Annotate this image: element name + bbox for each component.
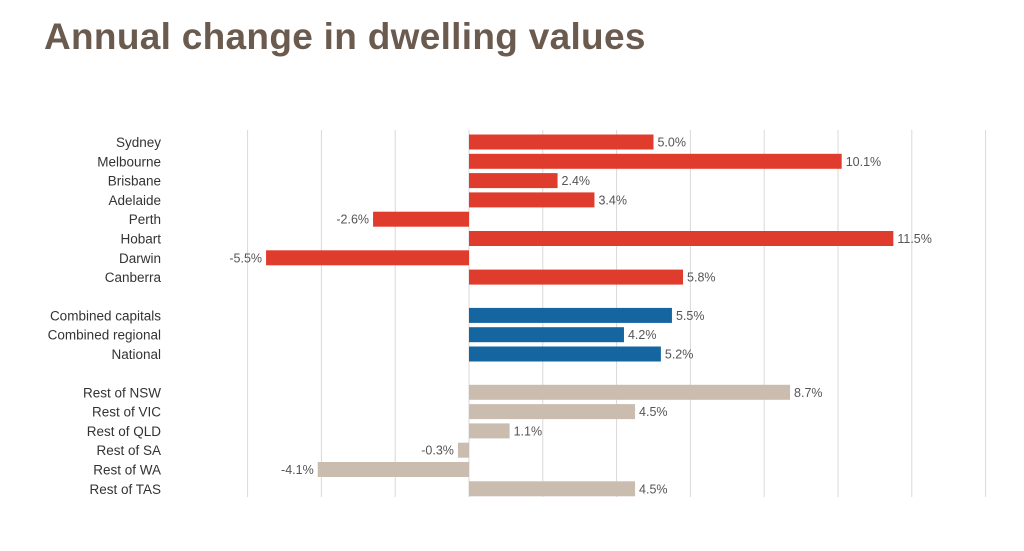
- category-label-rest-of-sa: Rest of SA: [96, 443, 161, 458]
- value-label-hobart: 11.5%: [897, 232, 932, 246]
- value-label-rest-of-qld: 1.1%: [514, 424, 543, 438]
- category-label-sydney: Sydney: [116, 135, 161, 150]
- category-label-perth: Perth: [129, 212, 161, 227]
- category-label-national: National: [111, 347, 161, 362]
- bar-rest-of-tas: [469, 481, 636, 497]
- category-label-rest-of-wa: Rest of WA: [93, 463, 161, 478]
- bar-rest-of-wa: [317, 462, 469, 477]
- value-label-rest-of-nsw: 8.7%: [794, 386, 823, 400]
- value-label-rest-of-vic: 4.5%: [639, 405, 668, 419]
- label-layer: Sydney 5.0% Melbourne 10.1% Brisbane 2.4% Adel…: [48, 135, 932, 497]
- value-label-combined-regional: 4.2%: [628, 328, 657, 342]
- page-title: Annual change in dwelling values: [44, 16, 646, 57]
- value-label-brisbane: 2.4%: [562, 174, 591, 188]
- value-label-darwin: -5.5%: [229, 251, 262, 265]
- category-label-hobart: Hobart: [120, 232, 161, 247]
- category-label-melbourne: Melbourne: [97, 154, 161, 169]
- bar-hobart: [469, 231, 894, 246]
- bar-rest-of-nsw: [469, 384, 791, 400]
- value-label-adelaide: 3.4%: [598, 193, 627, 207]
- value-label-rest-of-tas: 4.5%: [639, 482, 668, 496]
- bar-national: [469, 346, 661, 362]
- value-label-national: 5.2%: [665, 348, 694, 362]
- value-label-combined-capitals: 5.5%: [676, 309, 705, 323]
- value-label-rest-of-sa: -0.3%: [421, 444, 454, 458]
- value-label-sydney: 5.0%: [658, 136, 687, 150]
- category-label-combined-regional: Combined regional: [48, 328, 161, 343]
- category-label-brisbane: Brisbane: [108, 174, 161, 189]
- category-label-darwin: Darwin: [119, 251, 161, 266]
- category-label-adelaide: Adelaide: [108, 193, 161, 208]
- category-label-rest-of-nsw: Rest of NSW: [83, 385, 161, 400]
- bar-rest-of-vic: [469, 404, 636, 420]
- bar-brisbane: [469, 173, 558, 189]
- bar-combined-regional: [469, 327, 624, 343]
- value-label-melbourne: 10.1%: [846, 155, 881, 169]
- value-label-perth: -2.6%: [336, 213, 369, 227]
- value-label-rest-of-wa: -4.1%: [281, 463, 314, 477]
- bar-darwin: [266, 250, 469, 266]
- bar-rest-of-qld: [469, 423, 510, 439]
- category-label-rest-of-vic: Rest of VIC: [92, 405, 161, 420]
- category-label-canberra: Canberra: [105, 270, 162, 285]
- bar-rest-of-sa: [457, 442, 469, 458]
- value-label-canberra: 5.8%: [687, 271, 716, 285]
- category-label-rest-of-tas: Rest of TAS: [89, 482, 161, 497]
- bar-melbourne: [469, 153, 842, 169]
- grid-layer: [247, 130, 987, 497]
- bar-combined-capitals: [469, 307, 672, 323]
- bar-layer: [266, 134, 894, 497]
- category-label-rest-of-qld: Rest of QLD: [87, 424, 162, 439]
- bar-adelaide: [469, 192, 595, 208]
- bar-sydney: [469, 134, 654, 150]
- category-label-combined-capitals: Combined capitals: [50, 308, 161, 323]
- bar-perth: [373, 211, 469, 227]
- bar-canberra: [469, 269, 684, 285]
